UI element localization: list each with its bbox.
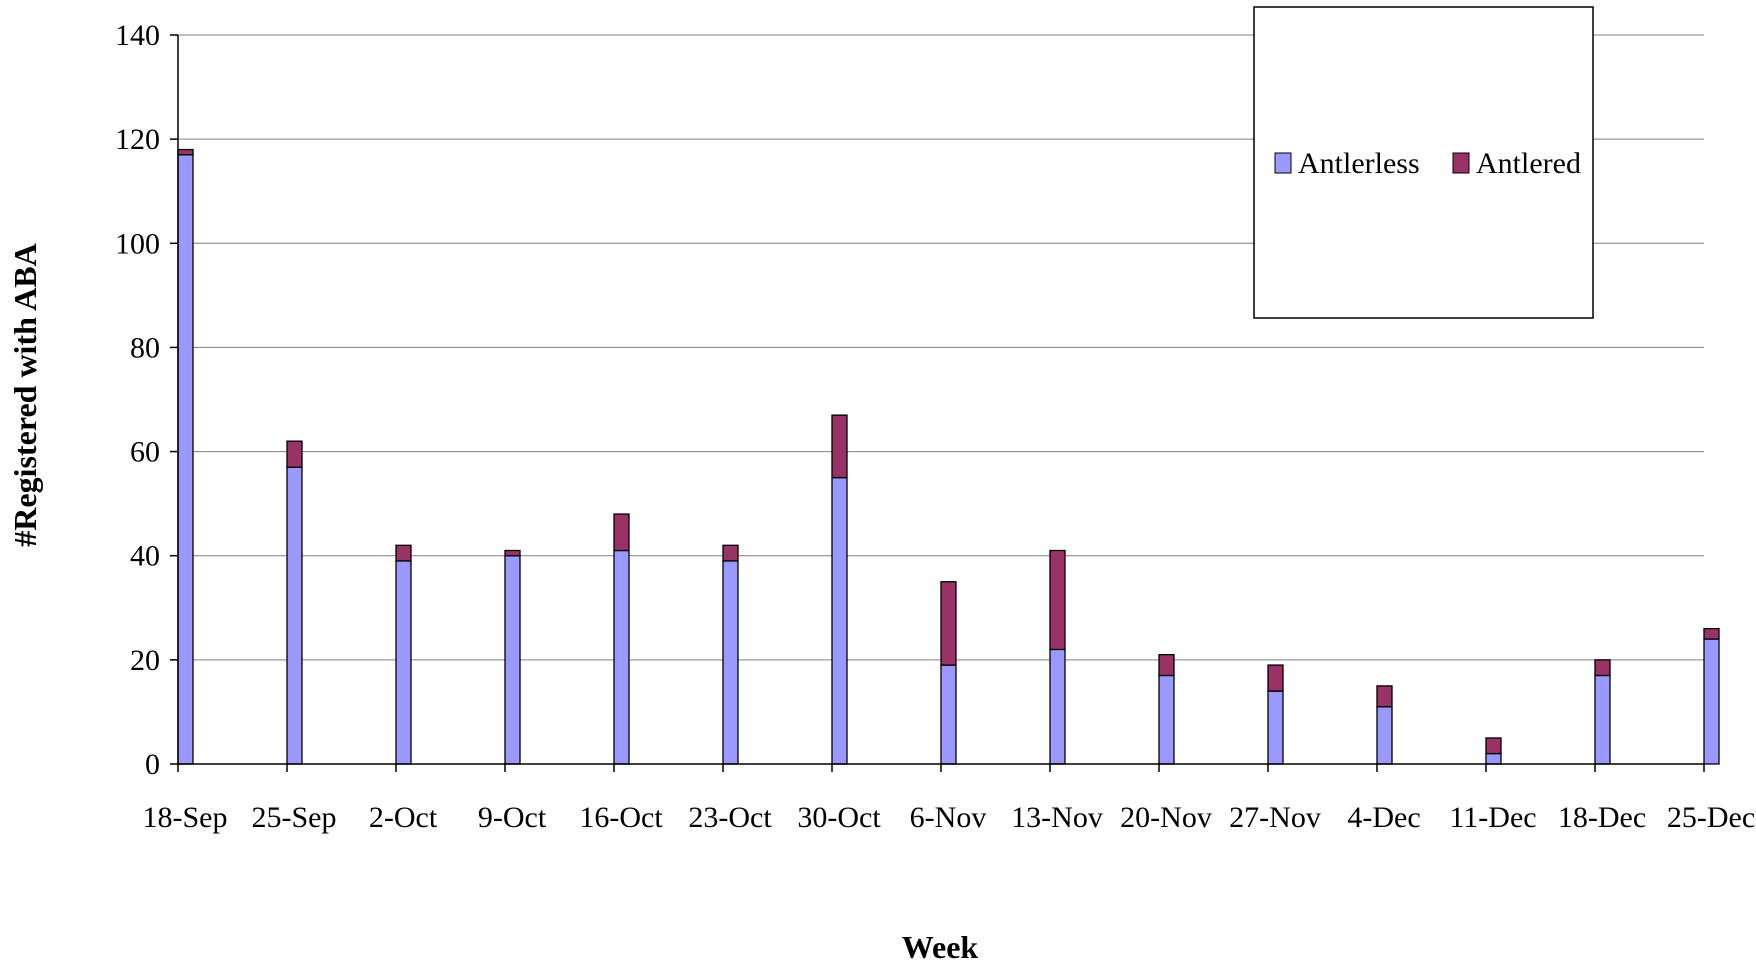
bar-antlered-16-oct xyxy=(613,513,630,552)
x-tick-label: 30-Oct xyxy=(797,801,881,834)
bar-antlerless-30-oct xyxy=(831,476,848,765)
x-tick-label: 18-Sep xyxy=(143,801,228,834)
x-tick-label: 4-Dec xyxy=(1347,801,1420,834)
x-tick-label: 9-Oct xyxy=(478,801,547,834)
bar-antlered-11-dec xyxy=(1485,737,1502,755)
x-tick-label: 13-Nov xyxy=(1011,801,1103,834)
x-tick-label: 6-Nov xyxy=(910,801,987,834)
legend-swatch-antlerless xyxy=(1274,152,1292,174)
x-tick-label: 16-Oct xyxy=(579,801,663,834)
bar-antlered-23-oct xyxy=(722,544,739,562)
bar-antlerless-16-oct xyxy=(613,549,630,765)
bar-antlerless-27-nov xyxy=(1267,690,1284,765)
bar-antlered-25-dec xyxy=(1703,627,1720,640)
bar-antlerless-11-dec xyxy=(1485,752,1502,765)
bar-antlerless-9-oct xyxy=(504,555,521,765)
bar-antlerless-20-nov xyxy=(1158,674,1175,765)
legend-label-antlerless: Antlerless xyxy=(1298,147,1420,180)
x-tick-label: 23-Oct xyxy=(688,801,772,834)
y-tick-label: 20 xyxy=(130,644,160,677)
bar-antlered-25-sep xyxy=(286,440,303,468)
y-tick-label: 60 xyxy=(130,436,160,469)
y-tick-label: 40 xyxy=(130,540,160,573)
y-tick-label: 0 xyxy=(145,748,160,781)
bar-antlerless-25-dec xyxy=(1703,638,1720,765)
tick-labels: 0 20 40 60 80 100 120 140 18-Sep 25-Sep 2-Oct 9-Oct… xyxy=(115,19,1755,834)
x-tick-label: 25-Sep xyxy=(252,801,337,834)
legend-swatch-antlered xyxy=(1452,152,1470,174)
x-tick-label: 18-Dec xyxy=(1558,801,1646,834)
bar-antlerless-18-dec xyxy=(1594,674,1611,765)
y-tick-label: 140 xyxy=(115,19,160,52)
x-tick-label: 20-Nov xyxy=(1120,801,1212,834)
x-tick-label: 27-Nov xyxy=(1229,801,1321,834)
y-tick-label: 100 xyxy=(115,227,160,260)
bars xyxy=(177,148,1720,765)
bar-antlered-13-nov xyxy=(1049,549,1066,651)
bar-antlered-18-dec xyxy=(1594,659,1611,677)
y-axis-title: #Registered with ABA xyxy=(7,243,43,546)
bar-antlerless-4-dec xyxy=(1376,706,1393,765)
x-axis-title: Week xyxy=(902,929,979,965)
bar-antlerless-23-oct xyxy=(722,560,739,765)
bar-antlerless-25-sep xyxy=(286,466,303,765)
axes xyxy=(170,34,1705,772)
x-tick-label: 2-Oct xyxy=(369,801,438,834)
legend: Antlerless Antlered xyxy=(1253,6,1594,319)
bar-antlered-18-sep xyxy=(177,148,194,156)
y-tick-label: 80 xyxy=(130,331,160,364)
bar-antlered-30-oct xyxy=(831,414,848,479)
bar-antlered-6-nov xyxy=(940,581,957,666)
bar-antlered-2-oct xyxy=(395,544,412,562)
legend-box xyxy=(1253,6,1594,319)
x-tick-label: 25-Dec xyxy=(1667,801,1755,834)
bar-antlerless-18-sep xyxy=(177,154,194,765)
bar-antlered-27-nov xyxy=(1267,664,1284,692)
x-tick-label: 11-Dec xyxy=(1449,801,1536,834)
gridlines xyxy=(178,34,1704,661)
bar-antlerless-6-nov xyxy=(940,664,957,765)
bar-antlered-9-oct xyxy=(504,549,521,557)
bar-antlered-4-dec xyxy=(1376,685,1393,708)
y-tick-label: 120 xyxy=(115,123,160,156)
bar-antlered-20-nov xyxy=(1158,654,1175,677)
legend-label-antlered: Antlered xyxy=(1476,147,1581,180)
bar-antlerless-2-oct xyxy=(395,560,412,765)
bar-antlerless-13-nov xyxy=(1049,648,1066,765)
